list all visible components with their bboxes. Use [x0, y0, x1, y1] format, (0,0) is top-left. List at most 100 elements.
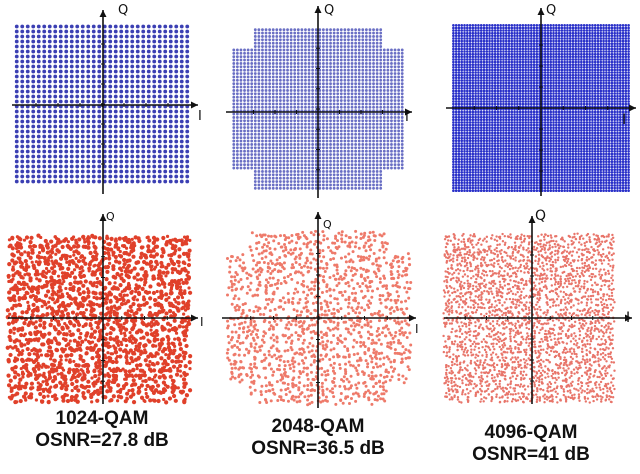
symbol-point [53, 54, 58, 59]
symbol-point [304, 51, 307, 55]
symbol-point [130, 154, 135, 159]
symbol-point [293, 116, 297, 119]
symbol-point [368, 72, 372, 75]
symbol-point [31, 179, 36, 184]
symbol-point [321, 48, 325, 52]
symbol-point [468, 144, 472, 148]
symbol-point [357, 126, 361, 129]
symbol-point [454, 58, 458, 61]
symbol-point [488, 87, 491, 90]
symbol-point [268, 116, 272, 119]
symbol-point [261, 68, 264, 72]
constellation-points [14, 24, 190, 184]
symbol-point [491, 50, 494, 53]
symbol-point [314, 159, 318, 163]
symbol-point [304, 139, 307, 143]
symbol-point [268, 122, 272, 126]
symbol-point [452, 176, 455, 179]
symbol-point [485, 81, 489, 85]
symbol-point [521, 37, 525, 40]
symbol-point [364, 82, 368, 86]
symbol-point [75, 59, 80, 64]
symbol-point [314, 139, 318, 143]
symbol-point [457, 171, 461, 174]
symbol-point [513, 68, 516, 72]
symbol-point [314, 149, 318, 153]
symbol-point [97, 164, 102, 169]
symbol-point [185, 144, 190, 149]
symbol-point [518, 181, 522, 185]
symbol-point [130, 129, 135, 134]
symbol-point [457, 76, 461, 80]
symbol-point [357, 68, 361, 72]
symbol-point [179, 44, 184, 49]
symbol-point [477, 157, 480, 161]
symbol-point [460, 50, 464, 53]
symbol-point [179, 164, 184, 169]
symbol-point [368, 166, 372, 170]
symbol-point [504, 84, 508, 87]
symbol-point [257, 139, 261, 143]
axis-ticks [253, 47, 383, 171]
symbol-point [513, 87, 516, 90]
symbol-point [325, 156, 329, 160]
symbol-point [108, 144, 113, 149]
symbol-point [463, 31, 466, 35]
symbol-point [350, 159, 354, 163]
symbol-point [257, 89, 261, 92]
symbol-point [135, 64, 140, 69]
symbol-point [325, 149, 329, 153]
symbol-point [479, 24, 483, 27]
iq-axes [226, 6, 412, 198]
symbol-point [502, 155, 505, 158]
symbol-point [482, 50, 486, 53]
symbol-point [524, 142, 527, 145]
symbol-point [307, 163, 311, 167]
symbol-point [499, 34, 502, 38]
symbol-point [321, 119, 325, 123]
symbol-point [397, 122, 401, 126]
symbol-point [286, 99, 289, 102]
symbol-point [479, 84, 483, 87]
symbol-point [232, 132, 236, 136]
symbol-point [524, 39, 527, 43]
symbol-point [393, 105, 397, 109]
symbol-point [271, 102, 275, 106]
symbol-point [47, 144, 52, 149]
symbol-point [521, 134, 525, 137]
symbol-point [293, 45, 297, 48]
symbol-point [457, 163, 461, 166]
symbol-point [179, 169, 184, 174]
symbol-point [321, 143, 325, 146]
symbol-point [493, 173, 497, 177]
symbol-point [282, 129, 286, 133]
symbol-point [163, 74, 168, 79]
symbol-point [80, 109, 85, 114]
symbol-point [454, 24, 458, 27]
symbol-point [493, 176, 497, 179]
symbol-point [454, 129, 458, 132]
symbol-point [311, 55, 315, 59]
symbol-point [361, 102, 365, 106]
symbol-point [86, 29, 91, 34]
symbol-point [174, 169, 179, 174]
symbol-point [275, 78, 279, 82]
symbol-point [25, 139, 30, 144]
symbol-point [485, 165, 489, 169]
symbol-point [350, 170, 354, 173]
symbol-point [53, 139, 58, 144]
symbol-point [471, 50, 475, 53]
symbol-point [271, 92, 275, 96]
symbol-point [452, 92, 455, 95]
symbol-point [499, 165, 502, 169]
symbol-point [479, 147, 483, 150]
symbol-point [397, 78, 401, 82]
symbol-point [31, 49, 36, 54]
symbol-point [454, 31, 458, 35]
symbol-point [364, 62, 368, 65]
symbol-point [463, 60, 466, 64]
symbol-point [364, 159, 368, 163]
symbol-point [524, 173, 527, 177]
symbol-point [232, 122, 236, 126]
symbol-point [372, 186, 375, 190]
